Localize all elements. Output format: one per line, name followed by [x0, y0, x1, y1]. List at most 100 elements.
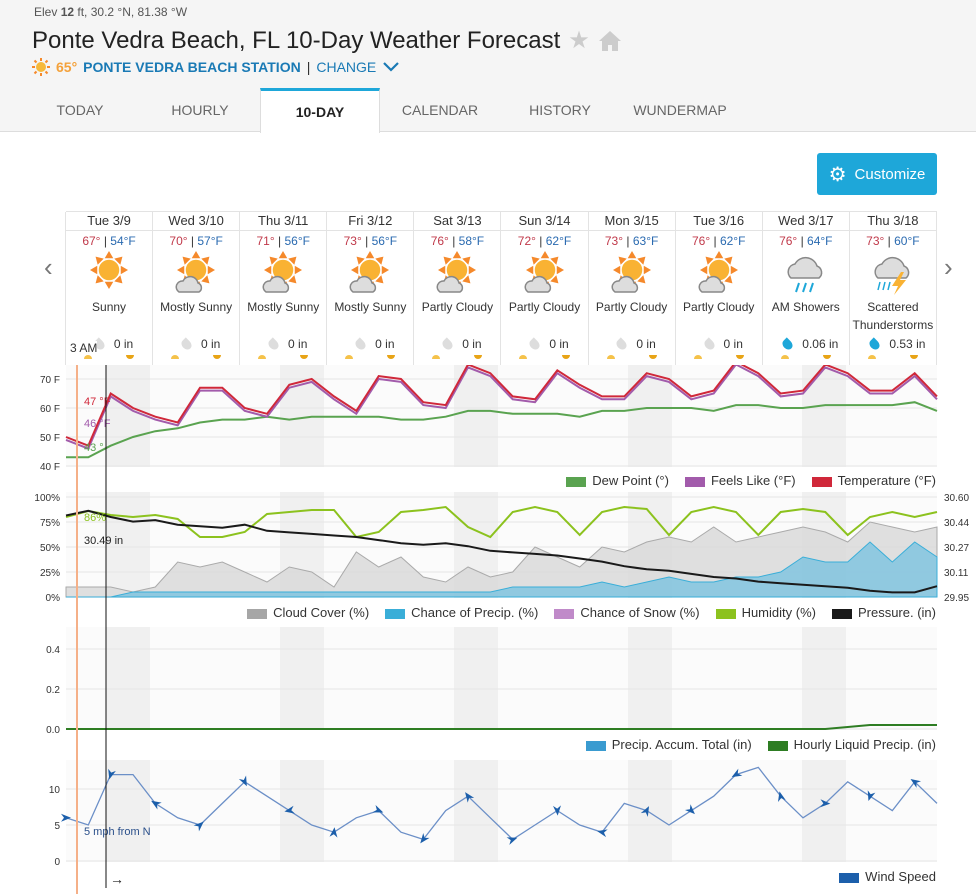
legend-item[interactable]: Feels Like (°F)	[684, 473, 796, 488]
station-row: 65° PONTE VEDRA BEACH STATION | CHANGE	[32, 58, 400, 76]
raindrop-icon	[353, 337, 368, 352]
day-card[interactable]: Wed 3/17 76° | 64°F AM Showers 0.06 in	[761, 212, 850, 365]
feels-like-line	[65, 365, 938, 450]
tab-calendar[interactable]: CALENDAR	[401, 102, 479, 118]
day-name: Fri 3/12	[327, 212, 414, 231]
precip-amount-row: 0 in	[589, 337, 675, 352]
day-temps: 73° | 60°F	[866, 234, 920, 248]
legend-label: Dew Point (°)	[592, 473, 669, 488]
sunset-icon	[126, 355, 135, 359]
legend-label: Cloud Cover (%)	[273, 605, 370, 620]
partly-weather-icon	[501, 248, 587, 298]
day-card[interactable]: Tue 3/9 67° | 54°F Sunny 0 in	[65, 212, 154, 365]
previous-arrow-icon[interactable]: ‹	[44, 252, 53, 282]
legend-item[interactable]: Hourly Liquid Precip. (in)	[767, 737, 936, 752]
tab-hourly[interactable]: HOURLY	[171, 102, 229, 118]
wind-direction-arrow	[61, 813, 71, 822]
low-temp: 62°F	[719, 234, 746, 248]
elevation-info: Elev 12 ft, 30.2 °N, 81.38 °W	[34, 5, 187, 19]
precip-amount-row: 0.06 in	[763, 337, 849, 352]
day-card[interactable]: Fri 3/12 73° | 56°F Mostly Sunny 0 in	[326, 212, 415, 365]
next-arrow-icon[interactable]: ›	[944, 252, 953, 282]
wind-direction-arrow	[151, 800, 162, 810]
feels-readout: 46 °F	[84, 418, 111, 430]
precip-amount: 0 in	[636, 337, 656, 351]
forecast-charts: 70 F60 F50 F40 F47 °F46 °F43 °100%75%50%…	[34, 365, 969, 894]
humidity-readout: 86%	[84, 512, 106, 524]
wind-direction-arrow	[193, 821, 204, 832]
legend-item[interactable]: Humidity (%)	[715, 605, 816, 620]
change-station-button[interactable]: CHANGE	[316, 59, 377, 75]
legend-item[interactable]: Wind Speed	[839, 869, 936, 884]
chart-background	[66, 365, 937, 467]
day-temps: 76° | 64°F	[779, 234, 833, 248]
wind-direction-arrow	[329, 827, 338, 838]
legend-item[interactable]: Temperature (°F)	[811, 473, 936, 488]
legend-item[interactable]: Precip. Accum. Total (in)	[585, 737, 752, 752]
wind-direction-arrow	[820, 799, 831, 808]
wind-direction-readout: →	[110, 871, 124, 887]
humidity-line	[65, 505, 938, 539]
home-icon[interactable]	[598, 30, 622, 52]
pressure-tick-label: 30.11	[944, 568, 969, 579]
day-card[interactable]: Tue 3/16 76° | 62°F Partly Cloudy 0 in	[674, 212, 763, 365]
legend-item[interactable]: Dew Point (°)	[566, 473, 669, 488]
legend-item[interactable]: Chance of Snow (%)	[554, 605, 700, 620]
precip-amount: 0 in	[723, 337, 743, 351]
sunset-icon	[387, 355, 396, 359]
high-temp: 71°	[256, 234, 275, 248]
coordinates: ft, 30.2 °N, 81.38 °W	[74, 5, 188, 19]
customize-button[interactable]: ⚙ Customize	[817, 153, 937, 195]
tab-history[interactable]: HISTORY	[529, 102, 591, 118]
elev-value: 12	[60, 5, 75, 19]
chevron-down-icon[interactable]	[382, 61, 400, 73]
sunrise-icon	[519, 355, 528, 359]
day-name: Sat 3/13	[414, 212, 501, 231]
day-name: Thu 3/11	[240, 212, 327, 231]
chart-background	[66, 760, 937, 862]
y-tick-label: 0%	[46, 593, 61, 604]
precip-amount: 0 in	[113, 337, 134, 351]
legend-item[interactable]: Cloud Cover (%)	[247, 605, 369, 620]
day-card[interactable]: Mon 3/15 73° | 63°F Partly Cloudy 0 in	[587, 212, 676, 365]
partly-weather-icon	[153, 248, 239, 298]
night-shading	[802, 627, 846, 730]
wind-direction-arrow	[731, 768, 743, 778]
night-shading	[106, 365, 150, 467]
station-link[interactable]: PONTE VEDRA BEACH STATION	[83, 59, 301, 75]
wind-direction-arrow	[910, 779, 922, 788]
precip-amount: 0.53 in	[889, 337, 926, 351]
sunrise-icon	[171, 355, 180, 359]
y-tick-label: 25%	[40, 568, 60, 579]
day-card[interactable]: Sun 3/14 72° | 62°F Partly Cloudy 0 in	[500, 212, 589, 365]
legend-swatch	[554, 608, 575, 619]
tab-bar: TODAY HOURLY 10-DAY CALENDAR HISTORY WUN…	[0, 88, 740, 133]
raindrop-icon	[179, 337, 194, 352]
rain-weather-icon	[763, 248, 849, 298]
sun-icon	[32, 58, 50, 76]
star-icon[interactable]: ★	[568, 27, 590, 54]
day-card[interactable]: Sat 3/13 76° | 58°F Partly Cloudy 0 in	[413, 212, 502, 365]
legend-item[interactable]: Chance of Precip. (%)	[385, 605, 538, 620]
tab-wundermap[interactable]: WUNDERMAP	[633, 102, 727, 118]
legend-item[interactable]: Pressure. (in)	[831, 605, 936, 620]
day-card[interactable]: Thu 3/11 71° | 56°F Mostly Sunny 0 in	[239, 212, 328, 365]
tab-10-day[interactable]: 10-DAY	[260, 88, 380, 133]
night-shading	[280, 627, 324, 730]
wind-direction-arrow	[684, 804, 695, 815]
high-temp: 73°	[866, 234, 885, 248]
day-card[interactable]: Wed 3/10 70° | 57°F Mostly Sunny 0 in	[152, 212, 241, 365]
tab-today[interactable]: TODAY	[56, 102, 104, 118]
night-shading	[454, 760, 498, 862]
legend-label: Hourly Liquid Precip. (in)	[793, 737, 936, 752]
precip-amount-row: 0 in	[153, 337, 239, 352]
y-tick-label: 0.4	[46, 645, 60, 656]
legend-label: Feels Like (°F)	[710, 473, 796, 488]
sunset-icon	[648, 355, 657, 359]
high-temp: 76°	[779, 234, 798, 248]
pressure-tick-label: 30.27	[944, 543, 969, 554]
y-tick-label: 5	[54, 821, 60, 832]
sunrise-icon	[606, 355, 615, 359]
legend-swatch	[811, 476, 832, 487]
day-card[interactable]: Thu 3/18 73° | 60°F Scattered Thundersto…	[848, 212, 937, 365]
